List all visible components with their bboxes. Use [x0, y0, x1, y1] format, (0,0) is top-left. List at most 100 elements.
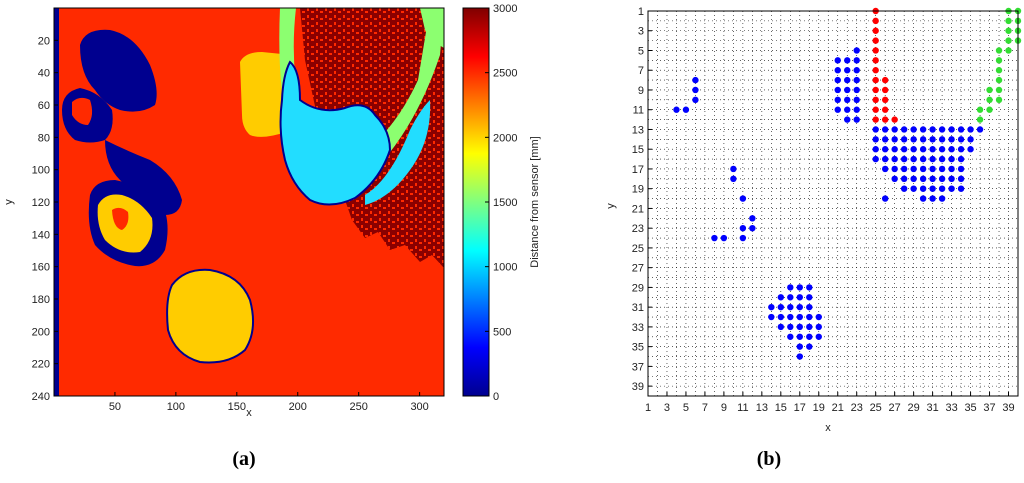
colorbar-tick-label-1500: 1500: [493, 197, 517, 209]
y-tick-label-a-40: 40: [38, 68, 50, 80]
point-s0-102: [957, 185, 965, 192]
point-s0-99: [929, 185, 936, 192]
arm-band: [105, 140, 182, 215]
x-tick-label-b-1: 1: [645, 402, 651, 414]
point-s0-40: [919, 126, 927, 133]
point-s0-79: [881, 165, 889, 173]
y-tick-label-a-80: 80: [38, 132, 50, 144]
point-s0-18: [844, 67, 851, 74]
point-s0-25: [853, 76, 860, 84]
point-s0-20: [834, 76, 841, 84]
point-s0-73: [910, 155, 917, 163]
x-tick-label-a-200: 200: [289, 401, 307, 413]
point-s0-130: [787, 333, 794, 340]
point-s0-54: [938, 136, 946, 143]
point-s0-66: [948, 146, 955, 153]
point-s0-9: [739, 224, 747, 232]
point-s0-121: [787, 313, 794, 321]
point-s0-0: [673, 106, 680, 113]
x-tick-label-b-39: 39: [1002, 402, 1014, 414]
plot-area-b: [648, 11, 1018, 396]
x-tick-label-b-9: 9: [721, 402, 727, 414]
object-inner-red: [112, 207, 129, 230]
point-s0-44: [957, 126, 965, 133]
colorbar-tick-label-1000: 1000: [493, 262, 517, 274]
y-tick-label-b-3: 3: [638, 26, 644, 38]
y-tick-label-b-29: 29: [632, 282, 644, 294]
point-s1-2: [872, 27, 879, 34]
point-s0-126: [787, 323, 794, 331]
point-s1-13: [881, 86, 889, 94]
point-s0-63: [919, 146, 927, 153]
point-s0-75: [929, 155, 936, 163]
point-s0-91: [919, 175, 927, 183]
point-s0-93: [938, 175, 946, 183]
x-tick-label-b-31: 31: [926, 402, 938, 414]
point-s0-67: [957, 146, 965, 153]
point-s1-9: [872, 96, 879, 104]
point-s1-8: [872, 86, 879, 94]
depth-map-panel: 50 100 150 200 250 300 20 40 60 80 100 120 140 160 180…: [3, 3, 541, 470]
point-s0-34: [853, 116, 860, 123]
x-tick-label-b-19: 19: [813, 402, 825, 414]
point-s0-109: [806, 284, 813, 291]
point-s0-133: [815, 333, 822, 340]
point-s1-16: [881, 116, 889, 123]
y-tick-label-b-15: 15: [632, 144, 644, 156]
point-s0-27: [844, 96, 851, 104]
x-tick-label-b-5: 5: [683, 402, 689, 414]
y-tick-label-b-1: 1: [638, 6, 644, 18]
y-tick-label-b-35: 35: [632, 342, 644, 354]
y-tick-label-b-33: 33: [632, 322, 644, 334]
point-s2-9: [1005, 47, 1012, 54]
x-tick-label-b-21: 21: [832, 402, 844, 414]
point-s0-29: [834, 106, 841, 113]
point-s0-123: [806, 313, 813, 321]
point-s1-7: [872, 76, 879, 84]
box-region-bottom: [166, 268, 255, 364]
point-s0-16: [853, 47, 860, 54]
point-s0-62: [910, 146, 917, 153]
point-s0-12: [711, 234, 718, 242]
x-tick-label-b-7: 7: [702, 402, 708, 414]
point-s0-52: [919, 136, 927, 143]
y-tick-label-a-100: 100: [32, 165, 50, 177]
x-tick-label-b-17: 17: [794, 402, 806, 414]
x-tick-label-a-150: 150: [228, 401, 246, 413]
point-s0-83: [919, 165, 927, 173]
point-s1-11: [872, 116, 879, 123]
point-s0-69: [872, 155, 879, 163]
green-corner: [420, 8, 444, 48]
point-s0-107: [787, 284, 794, 291]
point-s1-6: [872, 67, 879, 74]
y-tick-label-a-120: 120: [32, 197, 50, 209]
point-s0-136: [796, 353, 803, 360]
point-s1-5: [872, 57, 879, 64]
x-tick-label-b-25: 25: [870, 402, 882, 414]
point-s0-111: [787, 294, 794, 301]
axis-ticks-b: 1 3 5 7 9 11 13 15 17 19 21 23 25 27 29 31 33 35 37 3913579…: [632, 6, 1015, 414]
y-axis-label-a: y: [3, 199, 15, 205]
point-s0-15: [844, 57, 851, 64]
point-s0-84: [929, 165, 936, 173]
colorbar-ticks: 0 500 1000 1500 2000 2500 3000: [485, 3, 517, 403]
point-s0-85: [938, 165, 946, 173]
x-tick-label-b-27: 27: [889, 402, 901, 414]
y-tick-label-b-7: 7: [638, 65, 644, 77]
point-s0-97: [910, 185, 917, 192]
point-s0-71: [891, 155, 898, 163]
point-s0-38: [900, 126, 908, 133]
point-s1-10: [872, 106, 879, 113]
point-s0-103: [881, 195, 889, 202]
point-s0-37: [891, 126, 898, 133]
point-s0-76: [938, 155, 946, 163]
point-s0-33: [853, 106, 860, 113]
point-s0-21: [844, 76, 851, 84]
x-tick-label-a-50: 50: [109, 401, 121, 413]
y-axis-label-b: y: [605, 203, 617, 209]
point-s0-127: [796, 323, 803, 331]
point-s2-11: [995, 67, 1003, 74]
point-s0-92: [929, 175, 936, 183]
y-tick-label-b-11: 11: [633, 105, 644, 117]
point-s0-59: [881, 146, 889, 153]
